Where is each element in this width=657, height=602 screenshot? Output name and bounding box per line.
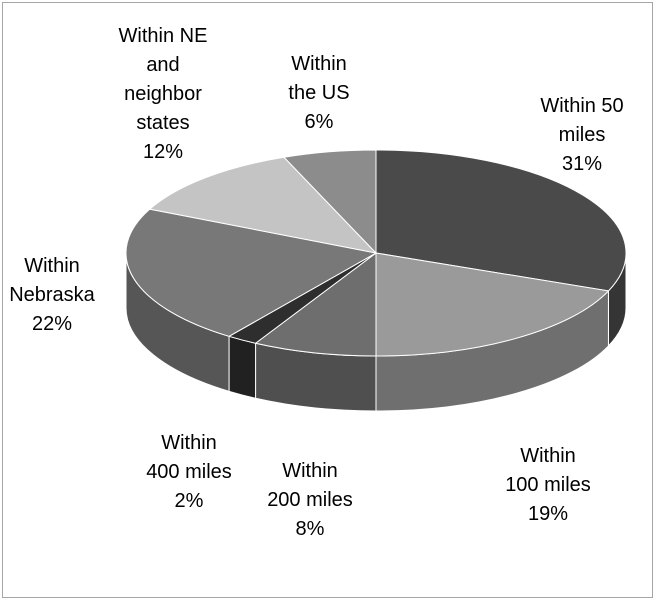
pie-top xyxy=(125,149,627,357)
pie-percent-label: 12% xyxy=(143,141,183,163)
pie-category-label: miles xyxy=(559,124,606,146)
pie-side-3 xyxy=(228,335,257,399)
pie-category-label: Within 50 xyxy=(540,95,623,117)
pie-sides xyxy=(125,252,627,412)
pie-percent-label: 19% xyxy=(528,503,568,525)
pie-slice-2 xyxy=(254,252,377,357)
pie-slice-6 xyxy=(282,149,377,255)
pie-labels: Within 50 miles 31%Within 100 miles 19%Withi… xyxy=(9,25,623,540)
pie-category-label: Nebraska xyxy=(9,284,95,306)
pie-label-2: Within 200 miles 8% xyxy=(267,460,353,540)
pie-slice-1 xyxy=(375,252,610,357)
pie-category-label: Within xyxy=(291,53,347,75)
pie-label-4: Within Nebraska 22% xyxy=(9,255,95,335)
pie-category-label: neighbor xyxy=(124,83,202,105)
pie-percent-label: 2% xyxy=(175,490,204,512)
pie-category-label: 200 miles xyxy=(267,489,353,511)
pie-category-label: Within xyxy=(24,255,80,277)
pie-category-label: 400 miles xyxy=(146,461,232,483)
pie-category-label: Within xyxy=(520,445,576,467)
pie-category-label: 100 miles xyxy=(505,474,591,496)
pie-label-1: Within 100 miles 19% xyxy=(505,445,591,525)
pie-label-0: Within 50 miles 31% xyxy=(540,95,623,175)
pie-percent-label: 22% xyxy=(32,313,72,335)
pie-label-6: Within the US 6% xyxy=(288,53,349,133)
pie-category-label: Within xyxy=(161,432,217,454)
pie-category-label: and xyxy=(146,54,179,76)
pie-category-label: Within NE xyxy=(119,25,208,47)
pie-category-label: states xyxy=(136,112,189,134)
pie-category-label: the US xyxy=(288,82,349,104)
pie-slice-0 xyxy=(375,149,627,292)
pie-label-3: Within 400 miles 2% xyxy=(146,432,232,512)
pie-percent-label: 6% xyxy=(305,111,334,133)
pie-slice-5 xyxy=(148,156,378,254)
pie-percent-label: 8% xyxy=(296,518,325,540)
pie-percent-label: 31% xyxy=(562,153,602,175)
pie-category-label: Within xyxy=(282,460,338,482)
pie-label-5: Within NE and neighbor states 12% xyxy=(119,25,208,163)
